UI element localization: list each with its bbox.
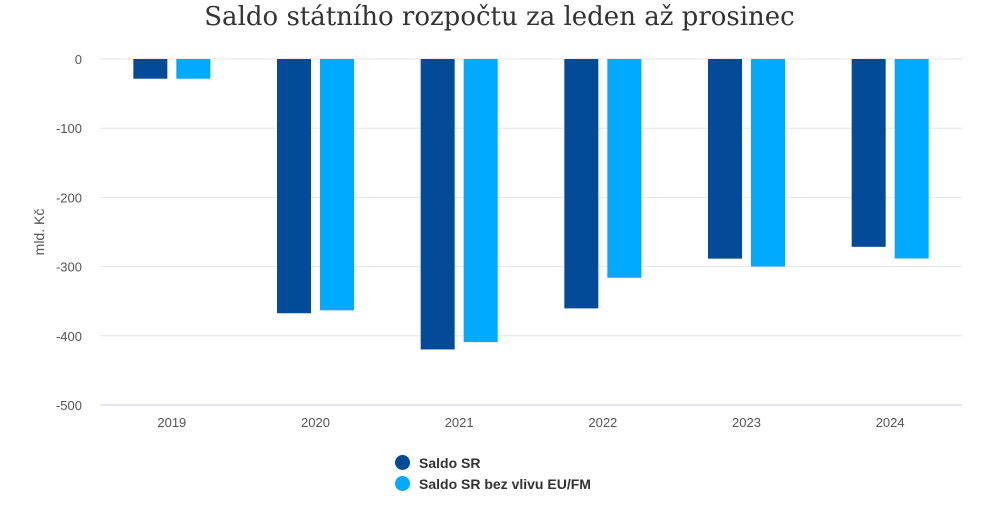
y-axis-ticks: 0 -100 -200 -300 -400 -500 <box>56 52 82 413</box>
bar-saldo-sr-bez-vlivu-2021[interactable] <box>463 59 498 343</box>
x-tick-label: 2020 <box>301 415 330 430</box>
x-tick-label: 2024 <box>876 415 905 430</box>
y-axis-label: mld. Kč <box>31 209 47 256</box>
legend-item-saldo-sr-bez-vlivu[interactable]: Saldo SR bez vlivu EU/FM <box>395 473 591 494</box>
bar-chart: 0-100-200-300-400-500 2019 2020 2021 2022 20… <box>31 52 962 430</box>
legend: Saldo SR Saldo SR bez vlivu EU/FM <box>395 452 591 494</box>
x-tick-label: 2021 <box>445 415 474 430</box>
y-tick-label: 0 <box>75 52 82 67</box>
y-tick-label: -400 <box>56 329 82 344</box>
legend-label-saldo-sr: Saldo SR <box>419 454 481 471</box>
bar-saldo-sr-bez-vlivu-2023[interactable] <box>751 59 785 267</box>
y-tick-label: -300 <box>56 260 82 275</box>
legend-label-saldo-sr-bez-vlivu: Saldo SR bez vlivu EU/FM <box>419 475 591 492</box>
bar-saldo-sr-bez-vlivu-2022[interactable] <box>607 59 642 278</box>
bar-saldo-sr-2022[interactable] <box>564 59 599 309</box>
bar-saldo-sr-2024[interactable] <box>851 59 886 247</box>
y-tick-label: -100 <box>56 121 82 136</box>
x-axis-ticks: 2019 2020 2021 2022 2023 2024 <box>157 415 904 430</box>
legend-item-saldo-sr[interactable]: Saldo SR <box>395 452 591 473</box>
bar-saldo-sr-bez-vlivu-2020[interactable] <box>320 59 354 311</box>
legend-marker-saldo-sr <box>395 455 410 470</box>
legend-marker-saldo-sr-bez-vlivu <box>395 476 410 491</box>
y-tick-label: -200 <box>56 190 82 205</box>
x-tick-label: 2022 <box>588 415 617 430</box>
bar-saldo-sr-2023[interactable] <box>708 59 742 259</box>
bar-saldo-sr-bez-vlivu-2024[interactable] <box>894 59 929 259</box>
bar-saldo-sr-2021[interactable] <box>420 59 455 350</box>
x-tick-label: 2023 <box>732 415 761 430</box>
bar-saldo-sr-2019[interactable] <box>133 59 168 79</box>
bars <box>133 59 929 350</box>
y-tick-label: -500 <box>56 398 82 413</box>
bar-saldo-sr-bez-vlivu-2019[interactable] <box>176 59 211 79</box>
chart-title: Saldo státního rozpočtu za leden až pros… <box>204 2 795 32</box>
bar-saldo-sr-2020[interactable] <box>277 59 311 314</box>
x-tick-label: 2019 <box>157 415 186 430</box>
gridlines <box>100 58 962 337</box>
